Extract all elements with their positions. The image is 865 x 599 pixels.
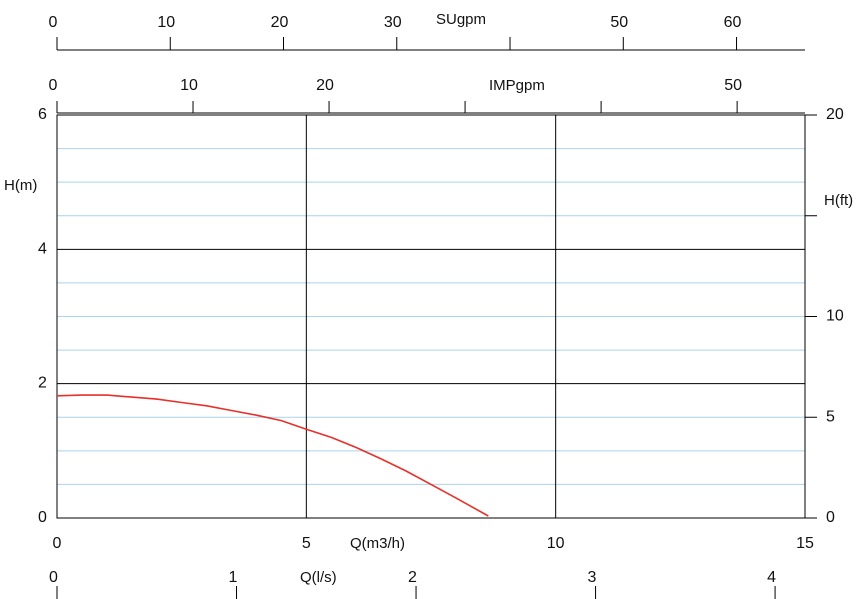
y-tick-label: 4 <box>38 240 47 257</box>
x-tick-label: 5 <box>302 535 311 552</box>
series-line <box>57 395 488 516</box>
minor-gridlines <box>57 149 805 485</box>
top-axis-1-tick-label: 50 <box>610 14 628 31</box>
bottom-axis-2-tick-label: 2 <box>408 569 417 586</box>
top-axis-1-label: SUgpm <box>436 11 486 28</box>
y2-tick-label: 0 <box>826 509 835 526</box>
x-tick-label: 10 <box>547 535 565 552</box>
top-axis-1-tick-label: 0 <box>49 14 58 31</box>
y-axis-label: H(m) <box>4 177 37 194</box>
top-axis-1-tick-label: 10 <box>157 14 175 31</box>
x-axis-label: Q(m3/h) <box>350 535 405 552</box>
bottom-axis-2-tick-label: 4 <box>767 569 776 586</box>
top-axis-2-tick-label: 50 <box>724 77 742 94</box>
x-tick-label: 15 <box>796 535 814 552</box>
y-tick-label: 0 <box>38 509 47 526</box>
top-axis-2-tick-label: 20 <box>316 77 334 94</box>
y2-axis-label: H(ft) <box>824 192 853 209</box>
top-axis-1-tick-label: 20 <box>271 14 289 31</box>
y2-tick-label: 10 <box>826 308 844 325</box>
top-axis-1-tick-label: 60 <box>724 14 742 31</box>
bottom-axis-2-tick-label: 1 <box>229 569 238 586</box>
axes <box>57 37 817 599</box>
y2-tick-label: 20 <box>826 106 844 123</box>
top-axis-2-tick-label: 10 <box>180 77 198 94</box>
y2-tick-label: 5 <box>826 408 835 425</box>
top-axis-1-tick-label: 30 <box>384 14 402 31</box>
y-tick-label: 2 <box>38 375 47 392</box>
top-axis-2-label: IMPgpm <box>489 77 545 94</box>
bottom-axis-2-tick-label: 3 <box>588 569 597 586</box>
y-tick-label: 6 <box>38 106 47 123</box>
bottom-axis-2-label: Q(l/s) <box>300 569 337 586</box>
x-tick-label: 0 <box>53 535 62 552</box>
top-axis-2-tick-label: 0 <box>49 77 58 94</box>
bottom-axis-2-tick-label: 0 <box>49 569 58 586</box>
